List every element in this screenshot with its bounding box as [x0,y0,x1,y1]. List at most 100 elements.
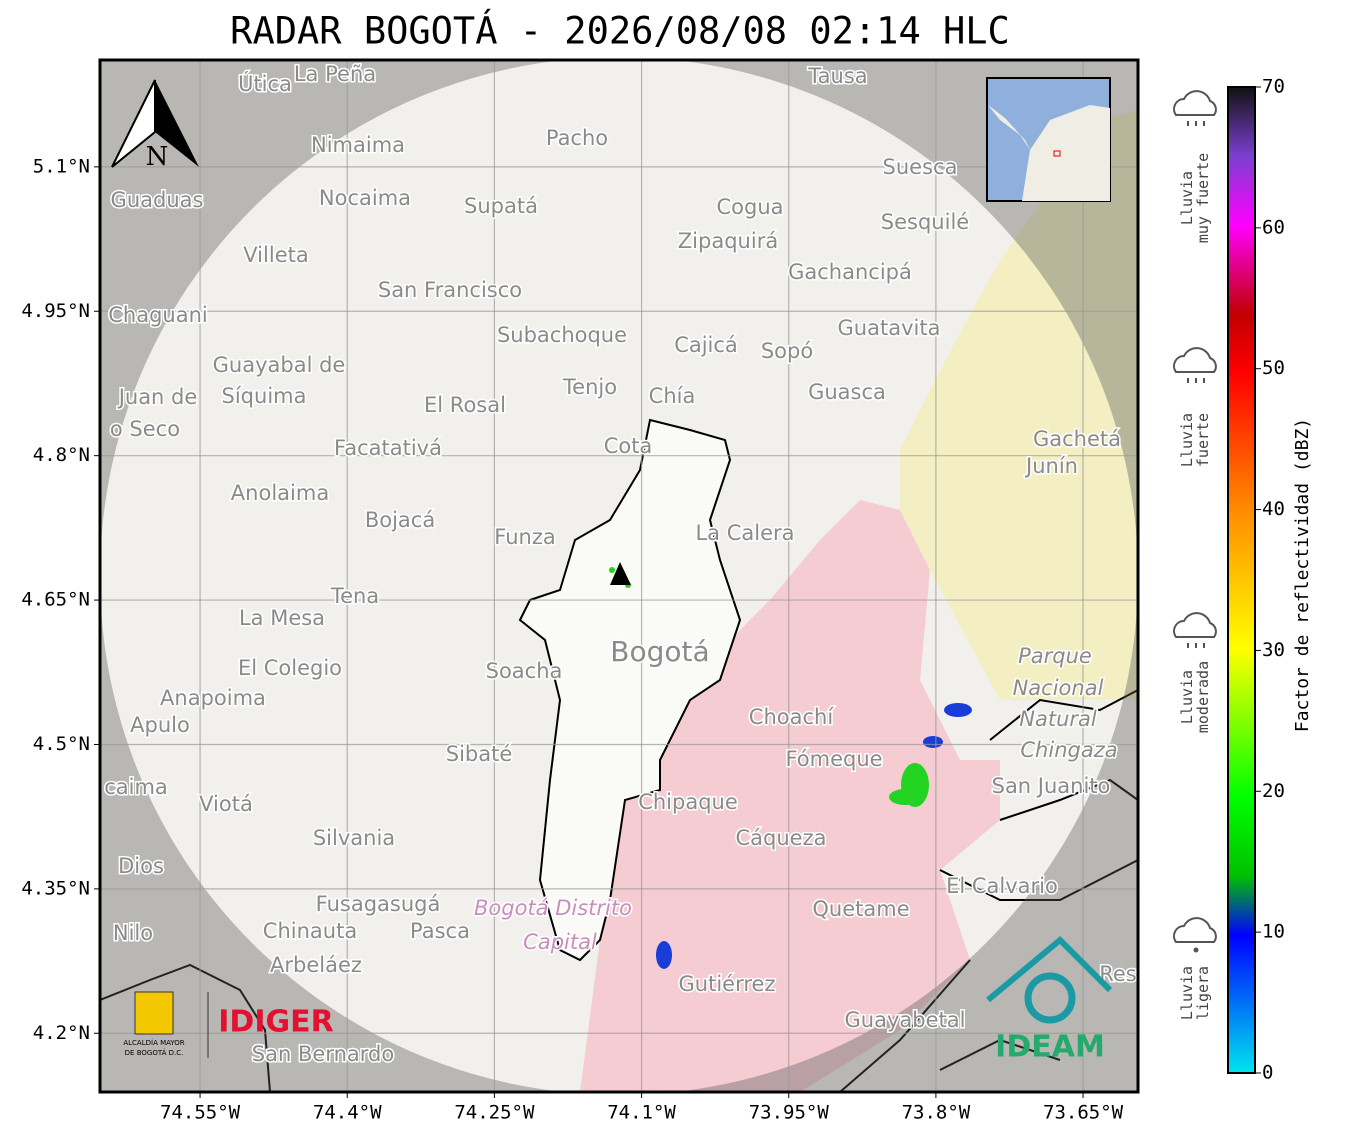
weather-icon [1173,347,1217,373]
place-label: La Mesa [239,606,325,630]
place-label: Junín [1024,454,1078,478]
place-label: Sopó [761,339,813,363]
place-label: Gachetá [1033,427,1121,451]
category-line: moderada [1194,661,1212,733]
place-label: caima [104,775,168,799]
place-label: Bojacá [365,508,435,532]
rain-drop [1193,947,1199,953]
place-group: Útica La Peña Tausa Pacho Nimaima Guaduas Noca… [103,61,1138,1068]
place-label: Soacha [486,659,563,683]
colorbar-tick-label: 0 [1262,1062,1273,1084]
category-line: Lluvia [1178,171,1196,225]
place-label: Arbeláez [270,953,362,977]
plot-frame [98,58,1140,1094]
place-label: Facatativá [334,436,442,460]
place-label: Nocaima [319,186,411,210]
place-labels: Útica La Peña Tausa Pacho Nimaima Guaduas Noca… [103,61,1138,1068]
colorbar-tick-label: 30 [1262,639,1285,661]
place-label: San Juanito [992,774,1111,798]
x-tick-label: 74.55°W [160,1102,241,1124]
grid: 74.55°W 74.4°W 74.25°W 74.1°W 73.95°W 73.8°W 7… [21,60,1138,1124]
category-line: ligera [1194,966,1212,1020]
place-label: Juan de [117,385,198,409]
place-label: Nacional [1013,676,1104,700]
place-label: Chingaza [1020,738,1117,762]
logos: ALCALDÍA MAYOR DE BOGOTÁ D.C. IDIGER IDE… [123,935,1113,1065]
place-label: Supatá [464,194,538,218]
y-tick-label: 4.5°N [33,733,90,755]
place-label: Guaduas [111,188,204,212]
x-tick-label: 73.95°W [749,1102,830,1124]
place-label: Sesquilé [881,210,969,234]
place-label: El Calvario [946,874,1058,898]
colorbar-tick-label: 60 [1262,216,1285,238]
place-label: Tausa [807,64,867,88]
place-label: Pacho [546,126,608,150]
rain-drops [1187,378,1205,383]
y-tick-label: 4.95°N [21,300,90,322]
category-line: fuerte [1194,413,1212,467]
place-label: Sibaté [446,742,513,766]
colorbar-tick-label: 50 [1262,357,1285,379]
colorbar-label: Factor de reflectividad (dBZ) [1292,418,1313,732]
place-label: Cajicá [674,333,738,357]
place-label: Anapoima [160,686,266,710]
category-line: Lluvia [1178,966,1196,1020]
map [100,60,1138,1092]
place-label: Tenjo [562,375,617,399]
x-tick-label: 73.65°W [1043,1102,1124,1124]
title: RADAR BOGOTÁ - 2026/08/08 02:14 HLC [230,9,1010,53]
rain-drops [1187,121,1205,126]
place-label: Guasca [808,380,886,404]
place-label: Bogotá [610,635,709,668]
place-label: La Peña [294,62,376,86]
colorbar [1227,86,1256,1074]
place-label: Fusagasugá [316,892,441,916]
place-label: Quetame [812,897,909,921]
y-tick-label: 5.1°N [33,155,90,177]
colorbar-tick-label: 10 [1262,921,1285,943]
colorbar-tick-label: 70 [1262,76,1285,98]
place-label: Funza [494,525,555,549]
place-label: Silvania [313,826,395,850]
place-label: Chaguani [108,303,208,327]
place-label: La Calera [695,521,794,545]
alcaldia-logo-line: DE BOGOTÁ D.C. [125,1048,184,1057]
place-label: Útica [238,71,292,96]
colorbar-tick-label: 20 [1262,780,1285,802]
place-label: Pasca [410,919,470,943]
colorbar-axis: 0 10 20 30 40 50 60 70 [1255,76,1285,1084]
place-label: Nimaima [311,133,405,157]
place-label: Chipaque [638,790,738,814]
x-tick-label: 74.25°W [454,1102,535,1124]
place-label: Guayabal de [213,353,346,377]
ideam-logo: IDEAM [995,1030,1105,1065]
place-label: San Francisco [378,278,522,302]
place-label: Bogotá Distrito [474,896,632,920]
category-line: Lluvia [1178,413,1196,467]
colorbar-tick-label: 40 [1262,498,1285,520]
place-label: Villeta [243,243,308,267]
y-tick-label: 4.65°N [21,589,90,611]
place-label: Viotá [199,792,253,816]
place-label: Fómeque [785,747,882,771]
weather-icon [1173,90,1217,116]
rain-drops [1187,643,1205,648]
category-line: muy fuerte [1194,153,1212,243]
x-tick-label: 73.8°W [902,1102,971,1124]
place-label: Cota [604,434,653,458]
place-label: Apulo [130,713,190,737]
place-label: Chía [649,384,696,408]
place-label: Anolaima [231,481,329,505]
alcaldia-logo-line: ALCALDÍA MAYOR [123,1038,184,1047]
idiger-logo: IDIGER [218,1005,333,1040]
place-label: Choachí [749,705,835,729]
y-tick-label: 4.35°N [21,877,90,899]
x-tick-label: 74.1°W [607,1102,676,1124]
place-label: Cogua [716,195,783,219]
